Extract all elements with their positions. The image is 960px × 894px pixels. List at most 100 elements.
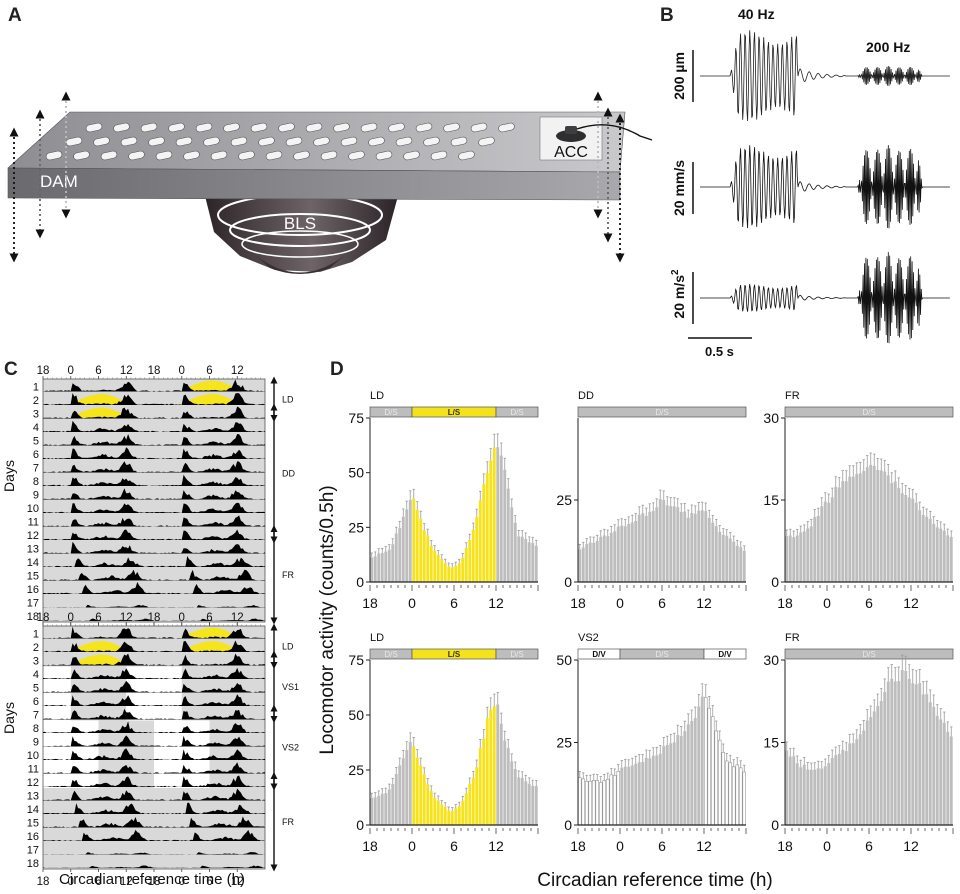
light-phase — [70, 641, 127, 652]
profile-bar — [598, 782, 603, 826]
profile-bar — [690, 720, 694, 825]
profile-bar — [809, 769, 813, 825]
profile-bar — [676, 507, 680, 582]
activity-trace — [43, 529, 265, 540]
profile-bar — [630, 765, 634, 825]
profile-bar — [844, 481, 848, 582]
profile-bar — [707, 707, 711, 826]
actogram-tick-label: 12 — [231, 365, 244, 377]
actogram-tick-label: 18 — [37, 612, 50, 624]
dam-tube — [128, 150, 145, 161]
profile-bar — [658, 499, 662, 582]
dam-tube-array — [45, 122, 515, 161]
profile-bar — [862, 730, 866, 825]
day-label: 6 — [33, 696, 39, 708]
dam-tube — [285, 136, 303, 147]
activity-trace — [43, 461, 265, 473]
x-tick-label: 6 — [865, 595, 873, 611]
y-tick-label: 50 — [556, 652, 572, 668]
day-label: 7 — [33, 710, 39, 722]
panel-b: B 40 Hz 200 Hz 200 µm 20 mm/s 20 m/s2 0.… — [660, 5, 950, 359]
day-label: 8 — [33, 476, 39, 488]
profile-bar — [918, 683, 922, 825]
profile-bar — [482, 738, 486, 825]
profile-bar — [707, 517, 711, 582]
y-tick-label: 50 — [348, 707, 364, 723]
profile-bar — [911, 683, 915, 825]
profile-bar — [613, 531, 617, 582]
profile-bar — [928, 702, 932, 825]
profile-bar — [813, 769, 817, 825]
profile-bar — [935, 527, 939, 582]
profile-bar — [718, 532, 722, 582]
y-tick-label: 50 — [348, 465, 364, 481]
y-tick-label: 25 — [348, 762, 364, 778]
dam-monitor: ACC DAM — [7, 111, 653, 201]
actogram-tick-label: 0 — [68, 876, 74, 888]
y-tick-label: 0 — [771, 817, 779, 833]
x-tick-label: 0 — [408, 595, 416, 611]
dam-tube — [388, 122, 405, 133]
profile-bar — [506, 488, 510, 582]
actogram-tick-label: 6 — [206, 612, 212, 624]
activity-trace — [43, 829, 265, 841]
profile-bar — [443, 563, 447, 582]
profile-bar — [380, 553, 384, 582]
profile-bar — [527, 783, 531, 825]
profile-bar — [391, 784, 395, 825]
activity-trace — [43, 762, 265, 774]
profile-bar — [578, 549, 582, 582]
profile-bar — [440, 804, 444, 825]
vibration-window — [126, 680, 182, 694]
y-tick-label: 15 — [763, 492, 779, 508]
profile-bar — [672, 506, 676, 582]
y-tick-label: 25 — [556, 492, 572, 508]
profile-bar — [471, 529, 475, 582]
dam-label: DAM — [40, 172, 78, 191]
activity-trace — [43, 379, 265, 392]
profile-bar — [412, 498, 416, 582]
stimulus-label: D/S — [655, 650, 668, 659]
profile-bar — [876, 469, 880, 582]
x-tick-label: 6 — [450, 595, 458, 611]
profile-bar — [595, 780, 599, 826]
profile-title: FR — [785, 632, 800, 644]
day-label: 3 — [33, 409, 39, 421]
profile-bar — [606, 536, 610, 582]
vibration-window — [126, 707, 182, 721]
profile-bar — [879, 470, 883, 582]
dam-tube — [85, 122, 103, 133]
bls-speaker: BLS — [205, 194, 398, 274]
profile-bar — [506, 748, 510, 825]
dam-tube — [395, 136, 413, 147]
profile-bar — [932, 523, 936, 582]
dam-tube — [305, 122, 323, 133]
profile-bar — [581, 547, 585, 582]
y-tick-label: 0 — [356, 574, 364, 590]
profile-bar — [851, 743, 855, 825]
activity-trace — [43, 447, 265, 459]
day-label: 10 — [27, 750, 39, 762]
y-tick-label: 30 — [763, 410, 779, 426]
profile-bar — [391, 544, 395, 582]
x-tick-label: 12 — [488, 838, 504, 854]
profile-bar — [725, 535, 729, 582]
dam-tube — [320, 150, 338, 161]
profile-bar — [939, 528, 943, 582]
profile-chart-3: FR D/S 0 15 30 18 0 6 12 — [763, 390, 954, 611]
profile-bar — [447, 810, 451, 825]
profile-bar — [703, 697, 708, 826]
vibration-traces — [700, 30, 950, 344]
dam-tube — [368, 136, 385, 147]
profile-bar — [651, 755, 655, 825]
vibration-window — [43, 747, 99, 761]
activity-trace — [43, 582, 265, 594]
profile-bar — [792, 756, 796, 825]
profile-bar — [637, 514, 641, 582]
profile-bar — [697, 510, 701, 582]
profile-bar — [630, 522, 634, 582]
x-tick-label: 12 — [903, 595, 919, 611]
profile-bar — [907, 678, 911, 825]
